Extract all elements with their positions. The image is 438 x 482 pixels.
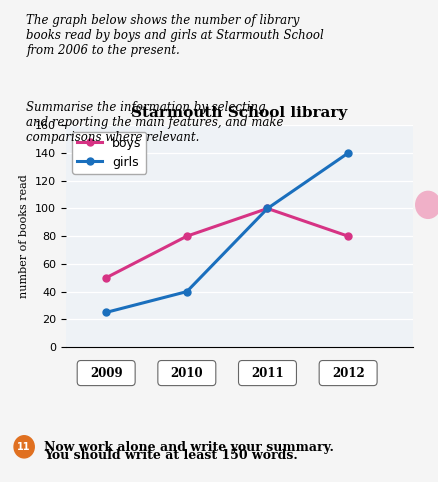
Text: Now work alone and write your summary.: Now work alone and write your summary. bbox=[44, 441, 333, 454]
Y-axis label: number of books read: number of books read bbox=[19, 174, 29, 298]
Line: boys: boys bbox=[102, 205, 351, 281]
girls bbox=[264, 205, 269, 211]
Text: 2009: 2009 bbox=[90, 367, 122, 379]
boys bbox=[345, 233, 350, 239]
Text: 2010: 2010 bbox=[170, 367, 203, 379]
girls bbox=[345, 150, 350, 156]
boys bbox=[264, 205, 269, 211]
girls bbox=[103, 309, 109, 315]
girls bbox=[184, 289, 189, 295]
Text: 11: 11 bbox=[18, 442, 31, 452]
Legend: boys, girls: boys, girls bbox=[72, 132, 146, 174]
Text: The graph below shows the number of library
books read by boys and girls at Star: The graph below shows the number of libr… bbox=[26, 14, 323, 57]
boys bbox=[103, 275, 109, 281]
Text: 2011: 2011 bbox=[251, 367, 283, 379]
Text: 2012: 2012 bbox=[331, 367, 364, 379]
Title: Starmouth School library: Starmouth School library bbox=[131, 106, 346, 120]
boys bbox=[184, 233, 189, 239]
Text: Summarise the information by selecting
and reporting the main features, and make: Summarise the information by selecting a… bbox=[26, 101, 283, 144]
Line: girls: girls bbox=[102, 149, 351, 316]
Text: You should write at least 150 words.: You should write at least 150 words. bbox=[44, 449, 297, 462]
